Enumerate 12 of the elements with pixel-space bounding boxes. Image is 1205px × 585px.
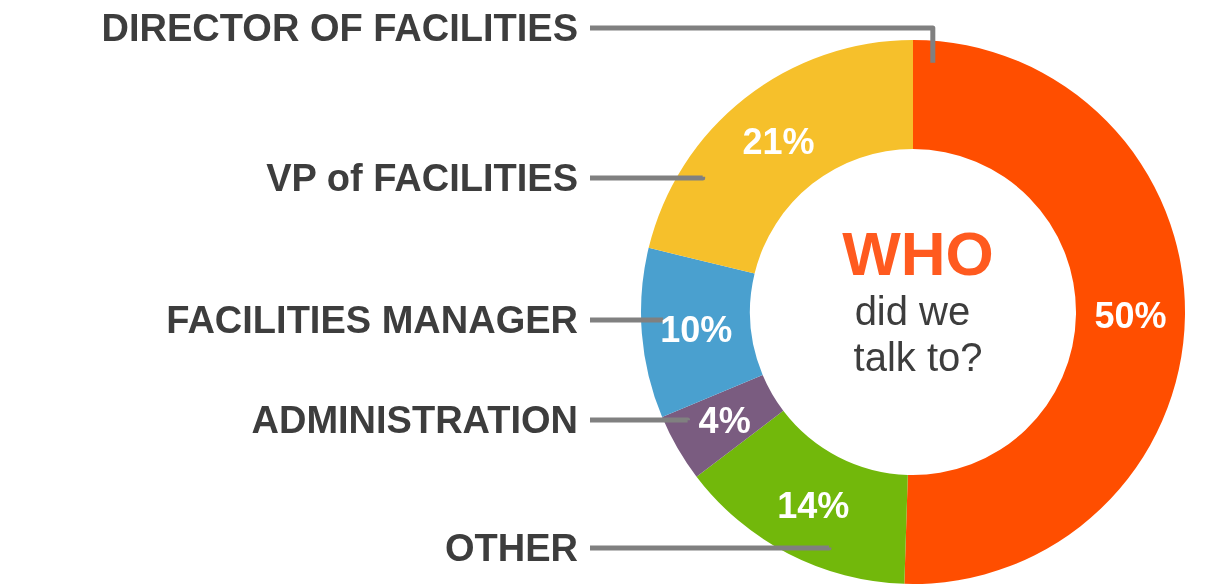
data-label: 14% bbox=[777, 484, 850, 526]
slice-label: DIRECTOR OF FACILITIES bbox=[101, 7, 578, 49]
data-label: 10% bbox=[660, 308, 733, 350]
data-label: 4% bbox=[698, 400, 751, 442]
slice-label: OTHER bbox=[445, 527, 578, 569]
data-label: 21% bbox=[742, 120, 815, 162]
slice-label: FACILITIES MANAGER bbox=[166, 299, 578, 341]
slice-label: VP of FACILITIES bbox=[266, 157, 578, 199]
text: WHO bbox=[842, 218, 994, 288]
text: did we talk to? bbox=[853, 289, 983, 379]
slice-label: ADMINISTRATION bbox=[251, 399, 578, 441]
data-label: 50% bbox=[1094, 294, 1167, 336]
